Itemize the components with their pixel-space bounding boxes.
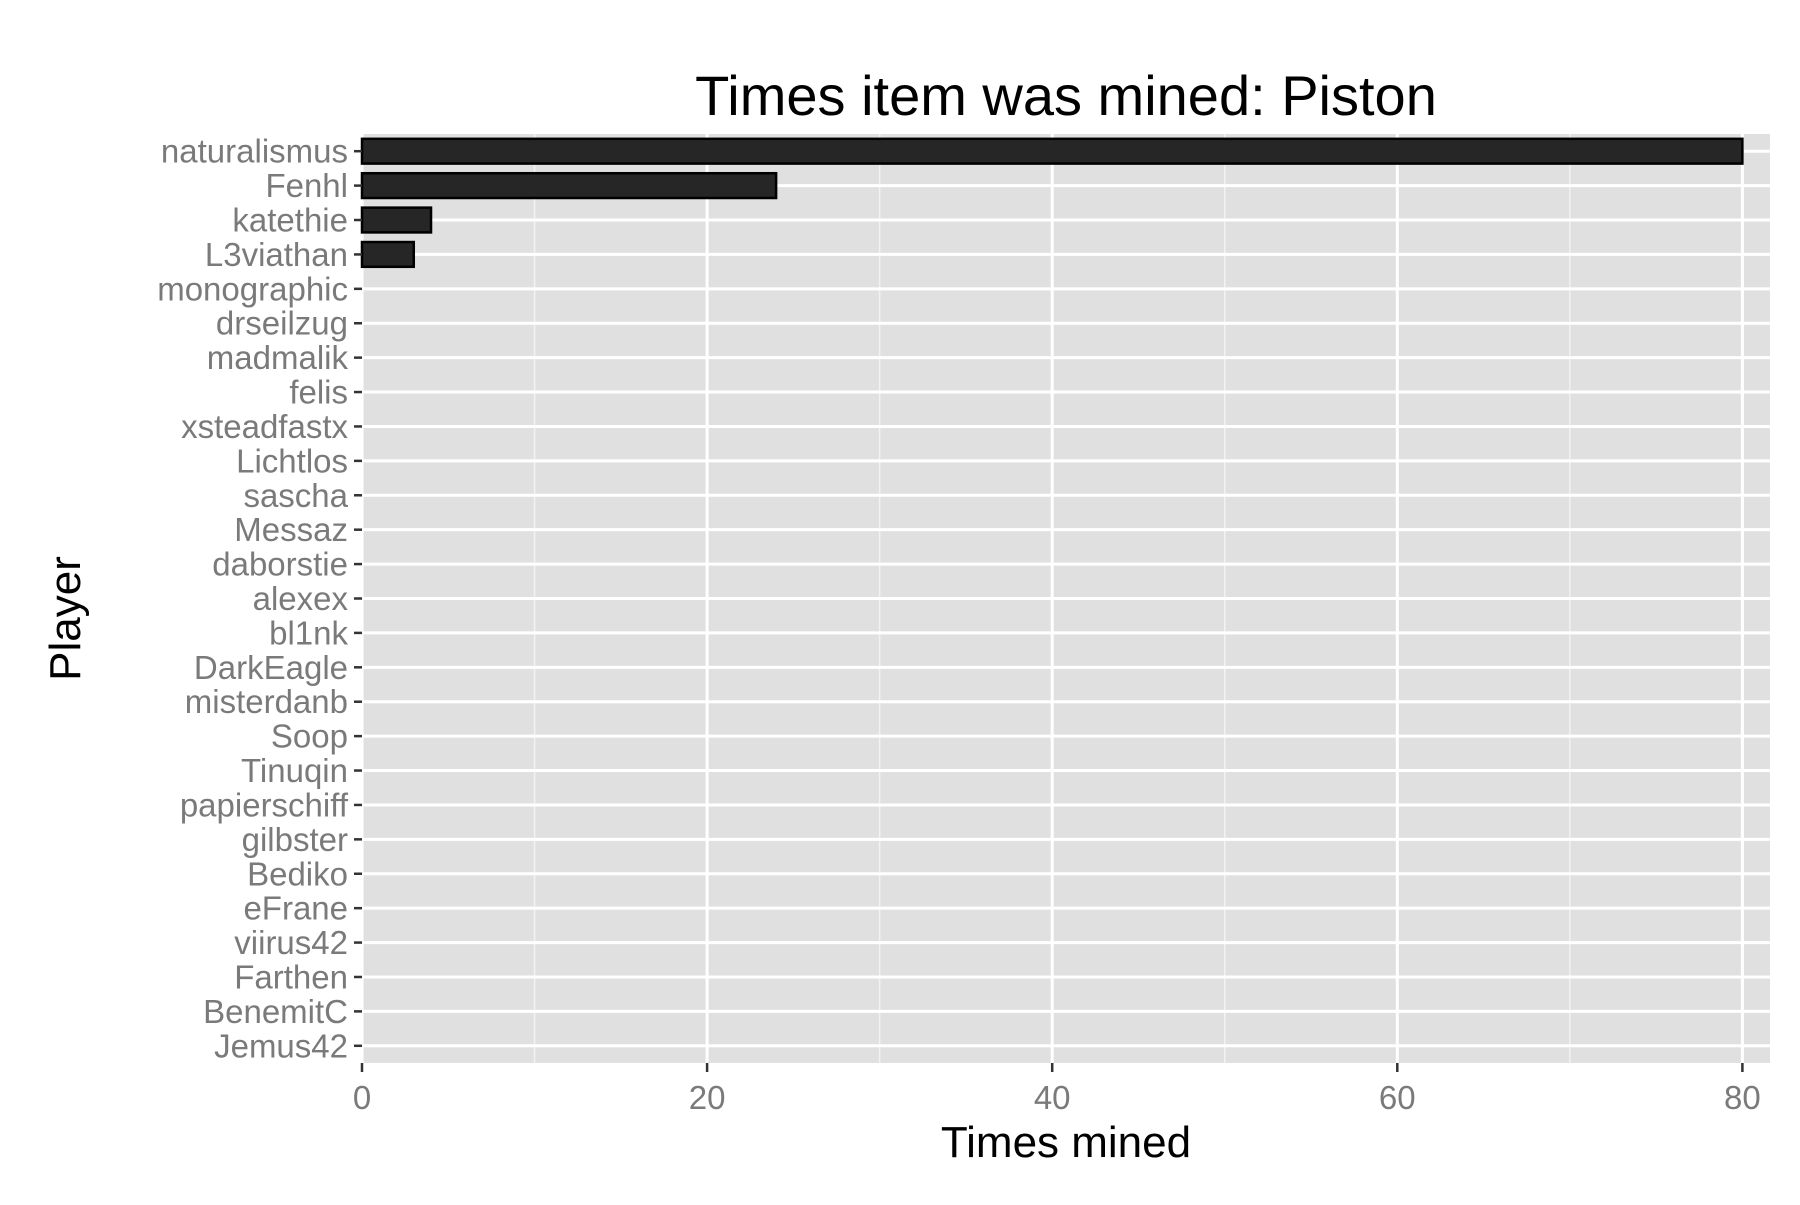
bar (360, 171, 778, 200)
y-tick-label: drseilzug (216, 305, 348, 342)
y-tick-label: monographic (157, 270, 348, 307)
y-tick-label: katethie (232, 202, 348, 239)
bars (360, 137, 1744, 269)
y-tick-label: viirus42 (234, 924, 348, 961)
y-tick-label: L3viathan (205, 236, 348, 273)
y-tick-label: daborstie (212, 546, 348, 583)
y-tick-label: DarkEagle (194, 649, 348, 686)
y-tick-label: gilbster (242, 821, 348, 858)
y-tick-label: Farthen (234, 958, 348, 995)
y-tick-label: BenemitC (203, 993, 348, 1030)
y-tick-label: Tinuqin (241, 752, 348, 789)
y-tick-label: naturalismus (161, 133, 348, 170)
y-tick-label: Soop (271, 718, 348, 755)
x-tick-label: 20 (689, 1079, 726, 1116)
x-tick-label: 60 (1379, 1079, 1416, 1116)
x-tick-label: 80 (1724, 1079, 1761, 1116)
y-tick-label: xsteadfastx (181, 408, 348, 445)
y-tick-label: Jemus42 (214, 1027, 348, 1064)
x-axis-title: Times mined (941, 1118, 1191, 1167)
x-tick-label: 0 (353, 1079, 371, 1116)
y-tick-label: alexex (253, 580, 349, 617)
bar (360, 206, 433, 234)
bar (360, 240, 416, 269)
y-tick-label: felis (289, 374, 348, 411)
x-axis: 0 20 40 60 80 (353, 1063, 1761, 1116)
y-tick-label: misterdanb (185, 683, 348, 720)
y-tick-label: madmalik (207, 339, 349, 376)
y-tick-label: Messaz (234, 511, 348, 548)
y-axis: naturalismusFenhlkatethieL3viathanmonogr… (157, 133, 362, 1064)
y-tick-label: papierschiff (180, 786, 349, 823)
y-tick-label: sascha (243, 477, 348, 514)
chart-title: Times item was mined: Piston (695, 64, 1437, 127)
y-tick-label: Lichtlos (236, 442, 348, 479)
y-axis-title: Player (41, 556, 90, 681)
y-tick-label: bl1nk (269, 614, 348, 651)
bar (360, 137, 1744, 165)
y-tick-label: Bediko (247, 855, 348, 892)
y-tick-label: Fenhl (265, 167, 348, 204)
y-tick-label: eFrane (243, 890, 348, 927)
x-tick-label: 40 (1034, 1079, 1071, 1116)
